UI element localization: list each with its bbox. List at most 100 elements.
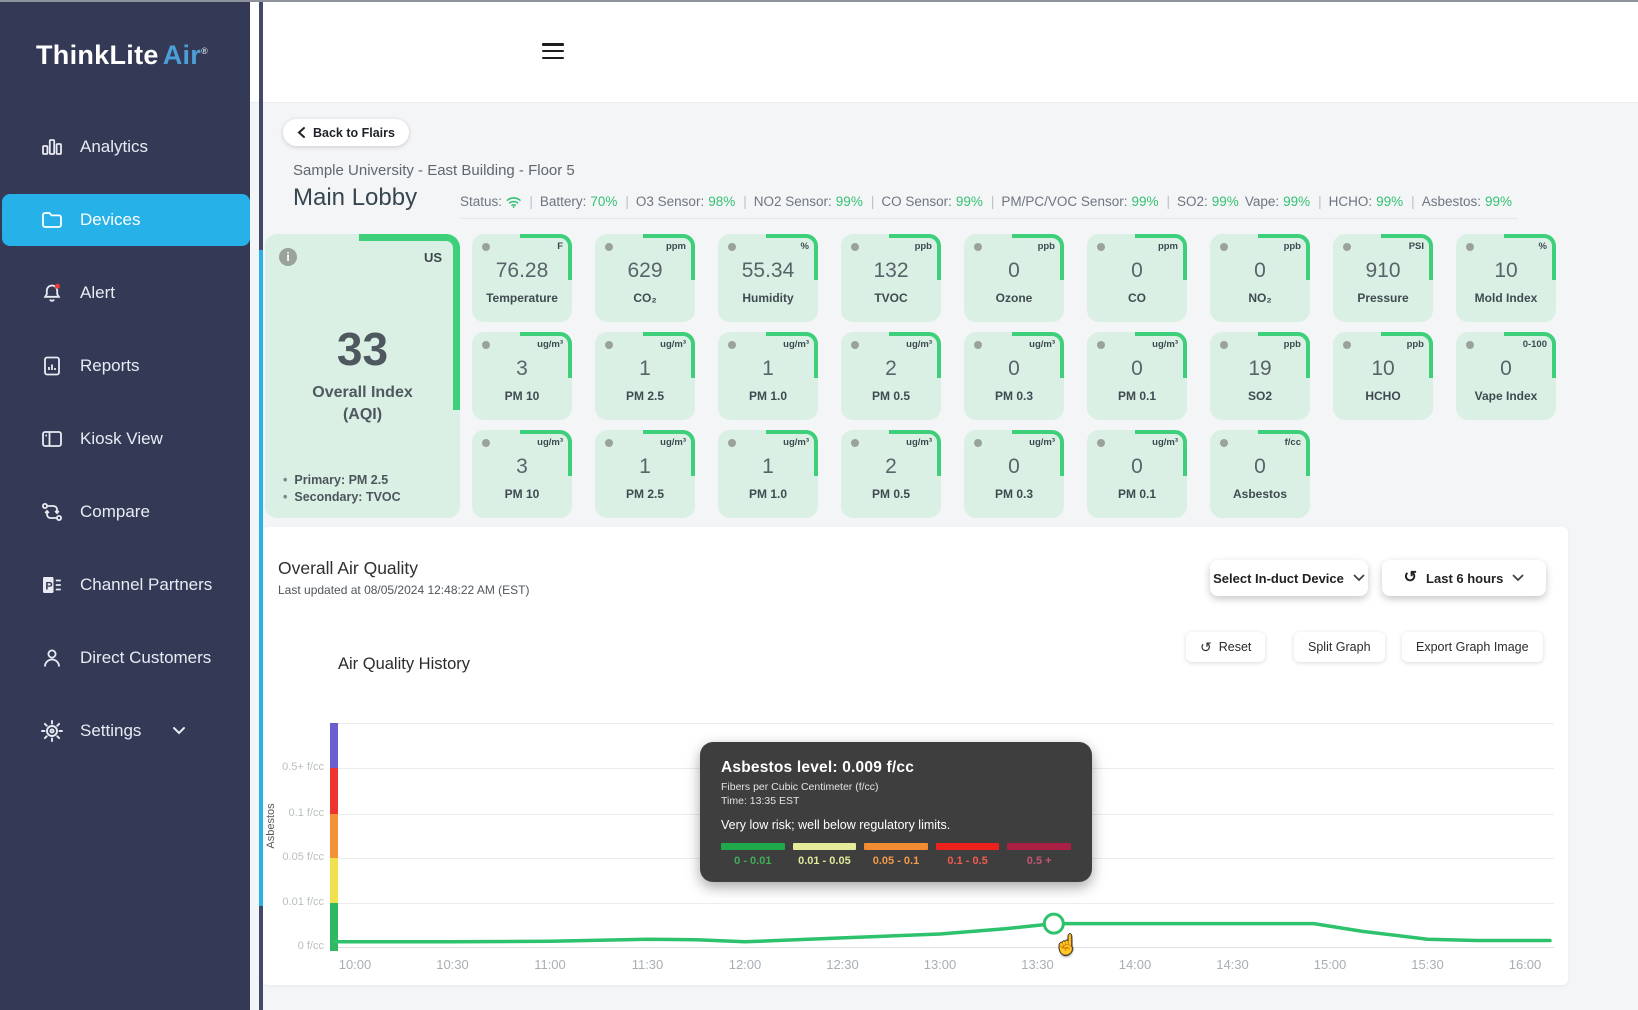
back-to-flairs-button[interactable]: Back to Flairs xyxy=(283,119,409,146)
info-dot-icon[interactable] xyxy=(851,341,859,349)
info-dot-icon[interactable] xyxy=(974,439,982,447)
info-dot-icon[interactable] xyxy=(1097,439,1105,447)
sensor-card: F 76.28 Temperature xyxy=(472,234,572,322)
sensor-value: 132 xyxy=(873,259,909,282)
sensor-card: ppb 0 NO₂ xyxy=(1210,234,1310,322)
status-value: 70% xyxy=(590,194,618,209)
info-dot-icon[interactable] xyxy=(1097,341,1105,349)
chevron-down-icon xyxy=(1512,574,1524,582)
risk-scale-bar xyxy=(935,843,1000,850)
sidebar-item-label: Compare xyxy=(80,501,150,521)
time-range-dropdown[interactable]: ↺ Last 6 hours xyxy=(1382,560,1546,596)
status-row: Status: | Battery: 70% | O3 Sensor: 98% | NO2 Se… xyxy=(460,194,1518,219)
sensor-card: ppb 10 HCHO xyxy=(1333,332,1433,420)
gridline xyxy=(330,903,1554,904)
dropdown-label: Last 6 hours xyxy=(1426,570,1504,586)
info-dot-icon[interactable] xyxy=(728,341,736,349)
split-graph-button[interactable]: Split Graph xyxy=(1294,632,1385,662)
page-scrollbar-thumb[interactable] xyxy=(259,250,263,906)
info-dot-icon[interactable] xyxy=(482,341,490,349)
risk-scale-item: 0.01 - 0.05 xyxy=(792,843,857,867)
info-dot-icon[interactable] xyxy=(482,439,490,447)
info-dot-icon[interactable] xyxy=(1097,243,1105,251)
status-label: HCHO: xyxy=(1328,194,1373,209)
risk-scale-range: 0.1 - 0.5 xyxy=(947,855,988,867)
info-dot-icon[interactable] xyxy=(605,439,613,447)
sidebar-item-label: Analytics xyxy=(80,136,149,156)
sensor-unit: ug/m³ xyxy=(1152,339,1178,350)
folder-icon xyxy=(42,211,62,228)
risk-scale-range: 0.01 - 0.05 xyxy=(798,855,851,867)
sensor-unit: ug/m³ xyxy=(1152,437,1178,448)
sensor-card: % 55.34 Humidity xyxy=(718,234,818,322)
sidebar-item-settings[interactable]: Settings xyxy=(0,694,250,767)
info-dot-icon[interactable] xyxy=(1466,341,1474,349)
sidebar-item-channel-partners[interactable]: P Channel Partners xyxy=(0,548,250,621)
sidebar-item-label: Alert xyxy=(80,282,115,302)
sensor-unit: % xyxy=(800,241,809,252)
gridline xyxy=(330,947,1554,948)
sensor-label: Mold Index xyxy=(1474,291,1538,305)
sensor-label: PM 0.3 xyxy=(994,487,1033,501)
sensor-label: PM 0.1 xyxy=(1117,389,1156,403)
sensor-value: 1 xyxy=(639,455,651,478)
sidebar-item-compare[interactable]: Compare xyxy=(0,475,250,548)
sensor-card-grid: F 76.28 Temperature ppm 629 CO₂ % 55.34 … xyxy=(472,234,1564,518)
chevron-down-icon xyxy=(173,727,186,735)
sensor-label: PM 10 xyxy=(504,487,540,501)
sidebar-item-alert[interactable]: Alert xyxy=(0,256,250,329)
sidebar-item-kiosk-view[interactable]: Kiosk View xyxy=(0,402,250,475)
reset-button[interactable]: ↺ Reset xyxy=(1186,632,1266,662)
sidebar-item-analytics[interactable]: Analytics xyxy=(0,110,250,183)
sensor-label: SO2 xyxy=(1247,389,1272,403)
report-icon xyxy=(44,356,60,375)
risk-scale-bar xyxy=(721,843,785,850)
risk-band-segment xyxy=(330,814,338,858)
risk-band-segment xyxy=(330,903,338,951)
sidebar-item-reports[interactable]: Reports xyxy=(0,329,250,402)
info-icon[interactable]: i xyxy=(279,248,297,266)
info-dot-icon[interactable] xyxy=(605,341,613,349)
info-dot-icon[interactable] xyxy=(974,243,982,251)
info-dot-icon[interactable] xyxy=(1220,243,1228,251)
sensor-card: % 10 Mold Index xyxy=(1456,234,1556,322)
sensor-card: ug/m³ 3 PM 10 xyxy=(472,332,572,420)
info-dot-icon[interactable] xyxy=(851,243,859,251)
sidebar-item-direct-customers[interactable]: Direct Customers xyxy=(0,621,250,694)
select-induct-device-dropdown[interactable]: Select In-duct Device xyxy=(1210,560,1368,596)
x-tick-label: 12:00 xyxy=(728,957,762,972)
sidebar-item-devices[interactable]: Devices xyxy=(0,183,250,256)
tooltip-risk-text: Very low risk; well below regulatory lim… xyxy=(721,818,951,832)
info-dot-icon[interactable] xyxy=(1343,341,1351,349)
risk-scale-bar xyxy=(792,843,857,850)
info-dot-icon[interactable] xyxy=(1220,341,1228,349)
hamburger-menu-icon[interactable] xyxy=(542,43,564,60)
sensor-value: 10 xyxy=(1494,259,1518,282)
hover-point-marker[interactable] xyxy=(1042,912,1065,935)
app-logo: ThinkLite Air® xyxy=(36,40,208,71)
info-dot-icon[interactable] xyxy=(1466,243,1474,251)
chart-tooltip: Asbestos level: 0.009 f/cc Fibers per Cu… xyxy=(700,742,1092,882)
secondary-pollutant: Secondary: TVOC xyxy=(283,489,400,506)
sensor-unit: ug/m³ xyxy=(906,339,932,350)
export-graph-image-button[interactable]: Export Graph Image xyxy=(1402,632,1543,662)
risk-scale-bar xyxy=(864,843,928,850)
info-dot-icon[interactable] xyxy=(605,243,613,251)
info-dot-icon[interactable] xyxy=(974,341,982,349)
sensor-label: PM 1.0 xyxy=(748,487,787,501)
info-dot-icon[interactable] xyxy=(728,439,736,447)
sensor-card: ug/m³ 1 PM 1.0 xyxy=(718,332,818,420)
sensor-card: ppm 0 CO xyxy=(1087,234,1187,322)
sensor-unit: ppb xyxy=(1283,339,1301,350)
info-dot-icon[interactable] xyxy=(851,439,859,447)
status-label: PM/PC/VOC Sensor: xyxy=(1001,194,1128,209)
info-dot-icon[interactable] xyxy=(728,243,736,251)
info-dot-icon[interactable] xyxy=(1220,439,1228,447)
sensor-unit: ug/m³ xyxy=(906,437,932,448)
info-dot-icon[interactable] xyxy=(1343,243,1351,251)
sensor-card: ug/m³ 1 PM 1.0 xyxy=(718,430,818,518)
x-tick-label: 10:00 xyxy=(338,957,372,972)
status-value: 99% xyxy=(1211,194,1239,209)
status-separator: | xyxy=(1166,194,1171,209)
info-dot-icon[interactable] xyxy=(482,243,490,251)
